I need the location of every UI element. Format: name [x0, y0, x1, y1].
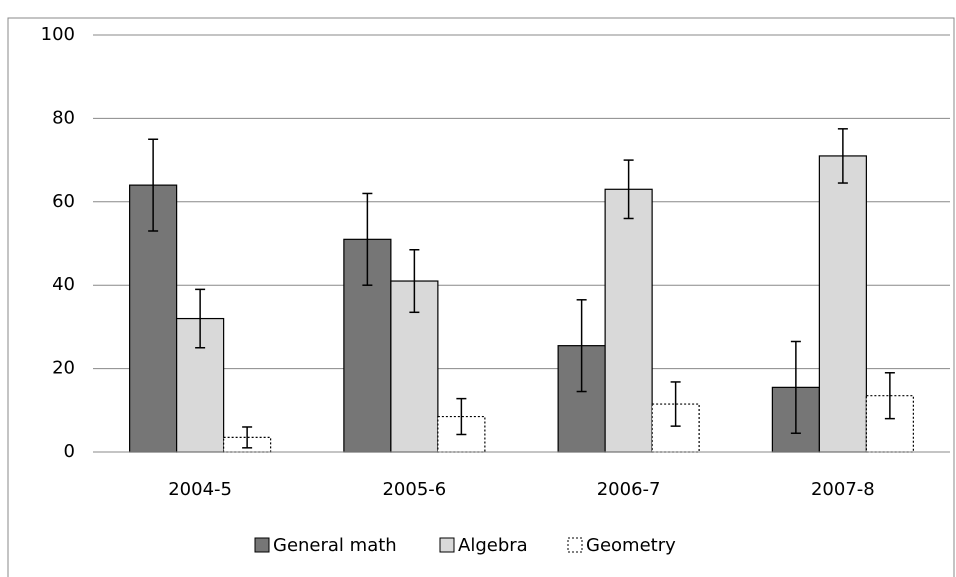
y-tick-label: 60: [52, 191, 75, 212]
y-tick-label: 0: [64, 441, 75, 462]
legend-label: Geometry: [586, 535, 676, 556]
error-bar: [790, 340, 801, 434]
error-bar: [623, 159, 634, 220]
error-bar: [362, 192, 373, 286]
legend-label: General math: [273, 535, 397, 556]
error-bar: [884, 372, 895, 420]
y-tick-label: 40: [52, 274, 75, 295]
legend-swatch: [567, 537, 583, 553]
error-bar: [409, 249, 420, 314]
legend-swatch: [439, 537, 455, 553]
error-bar: [195, 288, 206, 349]
y-tick-label: 80: [52, 107, 75, 128]
bar: [604, 188, 653, 453]
error-bar: [837, 128, 848, 184]
error-bar: [456, 397, 467, 436]
legend-swatch: [254, 537, 270, 553]
chart-border: [7, 17, 955, 577]
error-bar: [576, 299, 587, 393]
error-bar: [242, 426, 253, 449]
x-tick-label: 2004-5: [168, 479, 232, 500]
y-tick-label: 100: [41, 24, 75, 45]
x-tick-label: 2005-6: [382, 479, 446, 500]
legend-label: Algebra: [458, 535, 528, 556]
bar: [818, 155, 867, 453]
x-tick-label: 2007-8: [811, 479, 875, 500]
y-tick-label: 20: [52, 358, 75, 379]
x-tick-label: 2006-7: [597, 479, 661, 500]
error-bar: [670, 381, 681, 427]
error-bar: [148, 138, 159, 232]
